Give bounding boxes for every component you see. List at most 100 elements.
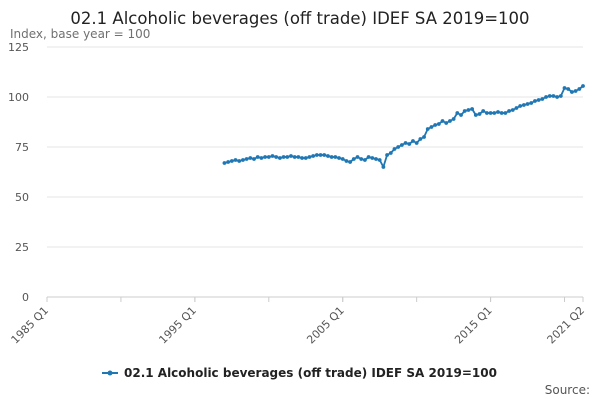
data-point (481, 109, 486, 113)
data-point (266, 155, 271, 159)
source-label: Source: (545, 383, 590, 397)
data-point (436, 122, 441, 126)
data-point (555, 95, 560, 99)
data-point (252, 157, 256, 161)
data-point (333, 155, 338, 159)
data-point (366, 155, 371, 159)
data-point (377, 158, 382, 162)
data-point (311, 154, 316, 158)
data-point (581, 84, 585, 88)
data-point (229, 159, 234, 163)
data-point (455, 111, 460, 115)
data-point (355, 155, 360, 159)
data-point (414, 141, 419, 145)
data-point (518, 104, 523, 108)
data-point (300, 156, 304, 160)
data-point (403, 141, 408, 145)
data-point (451, 117, 456, 121)
data-point (422, 135, 426, 139)
data-point (303, 156, 308, 160)
data-point (292, 155, 297, 159)
data-point (477, 112, 482, 116)
data-point (392, 147, 397, 151)
series-layer (222, 84, 585, 169)
data-point (374, 157, 378, 161)
data-point (326, 154, 330, 158)
gridlines (47, 46, 583, 298)
data-point (525, 102, 530, 106)
y-tick-labels: 0 25 50 75 100 125 (8, 41, 29, 304)
data-point (503, 111, 508, 115)
data-point (562, 86, 567, 90)
data-point (407, 142, 412, 146)
series-line (224, 85, 584, 168)
data-point (314, 153, 319, 157)
y-tick-label: 50 (15, 191, 29, 204)
data-point (296, 155, 301, 159)
data-point (363, 158, 367, 162)
y-tick-label: 125 (8, 41, 29, 54)
data-point (307, 155, 312, 159)
data-point (529, 101, 534, 105)
x-tick-label: 2015 Q1 (452, 304, 495, 347)
x-tick-label: 1995 Q1 (156, 304, 199, 347)
data-point (462, 109, 467, 113)
data-point (348, 160, 353, 164)
data-point (241, 158, 245, 162)
data-point (570, 90, 574, 94)
x-tick-label: 2005 Q1 (304, 304, 347, 347)
y-tick-label: 100 (8, 91, 29, 104)
legend[interactable]: 02.1 Alcoholic beverages (off trade) IDE… (102, 366, 497, 380)
data-point (411, 139, 415, 143)
x-tick-label: 2021 Q2 (545, 304, 588, 347)
data-point (285, 155, 290, 159)
data-point (444, 121, 449, 125)
legend-label: 02.1 Alcoholic beverages (off trade) IDE… (124, 366, 497, 380)
data-point (459, 113, 463, 117)
data-point (233, 158, 238, 162)
data-point (370, 156, 375, 160)
data-point (277, 156, 282, 160)
data-point (566, 87, 571, 91)
data-point (222, 161, 227, 165)
data-point (385, 153, 389, 157)
data-point (540, 97, 545, 101)
data-point (492, 111, 497, 115)
data-point (270, 154, 275, 158)
data-point (558, 94, 563, 98)
data-point (448, 119, 452, 123)
data-point (237, 159, 242, 163)
data-point (507, 109, 511, 113)
data-point (440, 119, 445, 123)
data-point (359, 157, 364, 161)
data-point (281, 155, 286, 159)
data-point (351, 157, 356, 161)
data-point (255, 155, 260, 159)
y-axis-label: Index, base year = 100 (10, 27, 150, 41)
data-point (388, 151, 393, 155)
data-point (433, 123, 438, 127)
data-point (289, 154, 293, 158)
data-point (429, 125, 434, 129)
data-point (425, 127, 430, 131)
data-point (551, 94, 556, 98)
data-point (573, 89, 578, 93)
data-point (248, 156, 253, 160)
data-point (399, 143, 404, 147)
data-point (488, 111, 493, 115)
data-point (466, 108, 471, 112)
data-point (418, 137, 423, 141)
data-point (510, 108, 515, 112)
data-point (274, 155, 279, 159)
data-point (318, 153, 323, 157)
data-point (344, 159, 349, 163)
data-point (499, 111, 504, 115)
data-point (329, 155, 334, 159)
data-point (473, 113, 478, 117)
data-point (263, 155, 267, 159)
data-point (396, 145, 401, 149)
data-point (259, 156, 264, 160)
data-point (577, 87, 582, 91)
data-point (544, 95, 548, 99)
